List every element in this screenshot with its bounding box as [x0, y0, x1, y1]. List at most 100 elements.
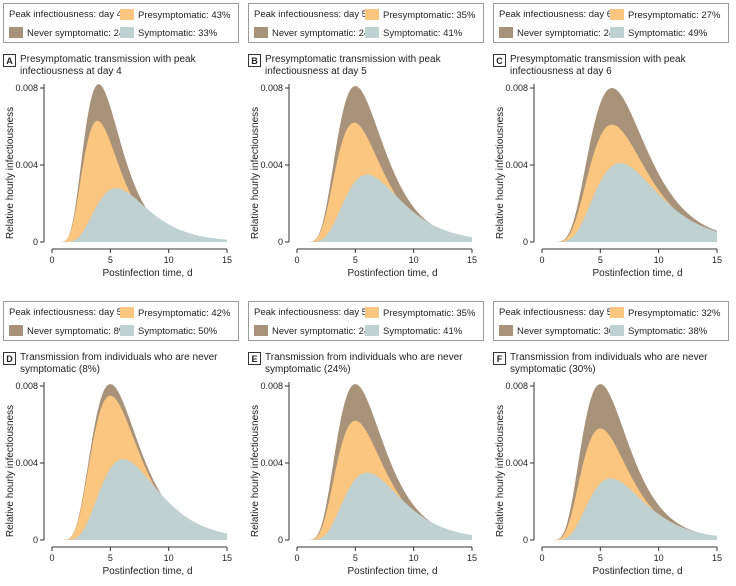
legend-label: Never symptomatic: 8% [27, 326, 128, 337]
x-tick-label: 15 [712, 553, 722, 563]
chart-panel-b: Peak infectiousness: day 5 Presymptomatic… [245, 0, 490, 288]
x-tick-label: 5 [598, 553, 603, 563]
legend: Peak infectiousness: day 5 Presymptomatic… [3, 301, 239, 341]
panel-letter: E [248, 352, 261, 365]
panel-title: Transmission from individuals who are ne… [20, 352, 218, 375]
x-tick-label: 0 [49, 553, 54, 563]
y-tick-label: 0.004 [260, 458, 283, 468]
legend-swatch-symptomatic [365, 27, 379, 38]
x-tick-label: 15 [222, 255, 232, 265]
x-tick-label: 5 [598, 255, 603, 265]
legend-peak-label: Peak infectiousness: day 5 [254, 307, 368, 318]
legend: Peak infectiousness: day 6 Presymptomatic… [493, 3, 729, 43]
legend-label: Presymptomatic: 32% [628, 308, 721, 319]
legend-peak-label: Peak infectiousness: day 6 [499, 9, 613, 20]
x-tick-label: 15 [712, 255, 722, 265]
x-axis-label: Postinfection time, d [347, 566, 437, 577]
legend-label: Never symptomatic: 24% [517, 28, 623, 39]
legend-swatch-never-symptomatic [9, 325, 23, 336]
x-tick-label: 10 [654, 553, 664, 563]
legend-swatch-never-symptomatic [9, 27, 23, 38]
legend-label: Presymptomatic: 35% [383, 10, 476, 21]
legend-label: Presymptomatic: 43% [138, 10, 231, 21]
legend-item-presymptomatic: Presymptomatic: 43% [120, 9, 230, 21]
legend-item-presymptomatic: Presymptomatic: 27% [610, 9, 720, 21]
plot-area: 0 5 10 15 0 0.004 0.008 Postinfection time, d Re… [250, 381, 477, 577]
legend-item-presymptomatic: Presymptomatic: 35% [365, 307, 475, 319]
x-tick-label: 10 [164, 255, 174, 265]
y-axis-label: Relative hourly infectiousness [250, 107, 261, 239]
plot-area: 0 5 10 15 0 0.004 0.008 Postinfection time, d Re… [5, 83, 232, 279]
legend-label: Presymptomatic: 42% [138, 308, 231, 319]
y-tick-label: 0.008 [260, 83, 283, 93]
y-tick-label: 0 [523, 535, 528, 545]
area-symptomatic [52, 459, 227, 540]
x-tick-label: 10 [164, 553, 174, 563]
legend: Peak infectiousness: day 5 Presymptomatic… [493, 301, 729, 341]
y-tick-label: 0.004 [15, 458, 38, 468]
x-tick-label: 10 [654, 255, 664, 265]
legend-swatch-never-symptomatic [254, 325, 268, 336]
legend-label: Symptomatic: 41% [383, 326, 463, 337]
y-tick-label: 0.004 [505, 458, 528, 468]
panel-title: Presymptomatic transmission with peak in… [265, 54, 441, 77]
legend-swatch-presymptomatic [610, 307, 624, 318]
legend-label: Symptomatic: 33% [138, 28, 218, 39]
x-tick-label: 5 [108, 255, 113, 265]
x-tick-label: 15 [467, 553, 477, 563]
y-tick-label: 0 [523, 237, 528, 247]
chart-panel-a: Peak infectiousness: day 4 Presymptomatic… [0, 0, 245, 288]
plot-area: 0 5 10 15 0 0.004 0.008 Postinfection time, d Re… [250, 83, 477, 279]
x-tick-label: 15 [222, 553, 232, 563]
legend-swatch-symptomatic [120, 325, 134, 336]
legend-swatch-symptomatic [610, 325, 624, 336]
legend-label: Never symptomatic: 24% [27, 28, 133, 39]
legend-swatch-symptomatic [365, 325, 379, 336]
x-axis-label: Postinfection time, d [592, 268, 682, 279]
panel-title: Transmission from individuals who are ne… [510, 352, 708, 375]
legend-item-symptomatic: Symptomatic: 38% [610, 325, 707, 337]
y-axis-label: Relative hourly infectiousness [495, 107, 506, 239]
y-tick-label: 0.004 [15, 160, 38, 170]
chart-panel-d: Peak infectiousness: day 5 Presymptomatic… [0, 298, 245, 586]
chart-panel-e: Peak infectiousness: day 5 Presymptomatic… [245, 298, 490, 586]
y-tick-label: 0.008 [505, 83, 528, 93]
y-tick-label: 0.008 [260, 381, 283, 391]
y-tick-label: 0 [33, 237, 38, 247]
legend-swatch-presymptomatic [610, 9, 624, 20]
plot-area: 0 5 10 15 0 0.004 0.008 Postinfection time, d Re… [495, 83, 722, 279]
panel-title: Presymptomatic transmission with peak in… [20, 54, 196, 77]
legend-item-symptomatic: Symptomatic: 49% [610, 27, 707, 39]
legend-peak-label: Peak infectiousness: day 4 [9, 9, 123, 20]
legend-label: Symptomatic: 49% [628, 28, 708, 39]
plot-area: 0 5 10 15 0 0.004 0.008 Postinfection time, d Re… [5, 381, 232, 577]
legend: Peak infectiousness: day 4 Presymptomatic… [3, 3, 239, 43]
legend-item-never-symptomatic: Never symptomatic: 8% [9, 325, 127, 337]
legend-item-presymptomatic: Presymptomatic: 32% [610, 307, 720, 319]
legend-swatch-never-symptomatic [499, 325, 513, 336]
legend-swatch-presymptomatic [120, 307, 134, 318]
legend-item-presymptomatic: Presymptomatic: 42% [120, 307, 230, 319]
legend-swatch-presymptomatic [120, 9, 134, 20]
area-symptomatic [542, 163, 717, 242]
legend-item-never-symptomatic: Never symptomatic: 24% [9, 27, 133, 39]
legend-swatch-presymptomatic [365, 307, 379, 318]
x-tick-label: 0 [539, 255, 544, 265]
legend-item-never-symptomatic: Never symptomatic: 24% [499, 27, 623, 39]
legend-label: Presymptomatic: 35% [383, 308, 476, 319]
y-tick-label: 0.008 [15, 381, 38, 391]
legend-label: Presymptomatic: 27% [628, 10, 721, 21]
legend-item-symptomatic: Symptomatic: 41% [365, 27, 462, 39]
area-symptomatic [297, 174, 472, 242]
y-tick-label: 0.004 [505, 160, 528, 170]
legend-item-presymptomatic: Presymptomatic: 35% [365, 9, 475, 21]
panel-title: Presymptomatic transmission with peak in… [510, 54, 686, 77]
y-tick-label: 0.008 [505, 381, 528, 391]
legend-label: Never symptomatic: 30% [517, 326, 623, 337]
panel-letter: D [3, 352, 16, 365]
x-tick-label: 5 [108, 553, 113, 563]
legend-item-never-symptomatic: Never symptomatic: 30% [499, 325, 623, 337]
legend-swatch-symptomatic [610, 27, 624, 38]
legend-item-never-symptomatic: Never symptomatic: 24% [254, 27, 378, 39]
panel-letter: B [248, 54, 261, 67]
